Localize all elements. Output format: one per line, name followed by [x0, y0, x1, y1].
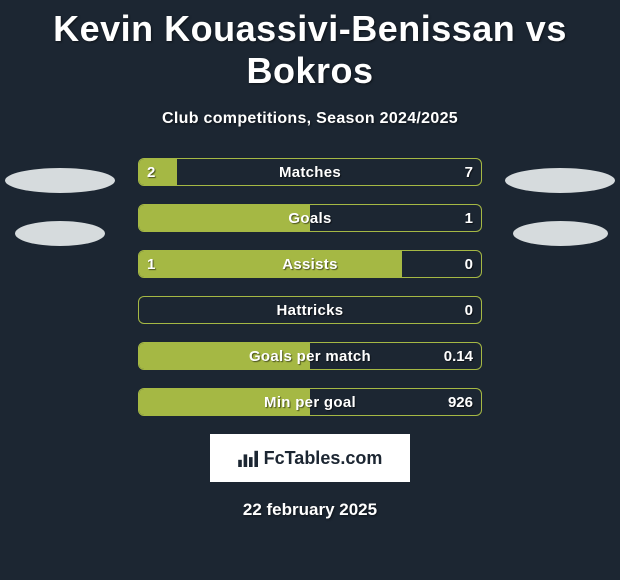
brand-badge: FcTables.com: [210, 434, 410, 482]
stat-bars: 27Matches 1Goals 10Assists 0Hattricks 0.14Go…: [138, 158, 482, 416]
player-left-avatar-1: [5, 168, 115, 193]
stat-row: 1Goals: [138, 204, 482, 232]
comparison-date: 22 february 2025: [0, 500, 620, 520]
stat-label: Goals: [139, 205, 481, 231]
player-right-avatar-2: [513, 221, 608, 246]
brand-label: FcTables.com: [264, 448, 383, 469]
player-right-avatar-1: [505, 168, 615, 193]
stat-label: Assists: [139, 251, 481, 277]
player-left-avatars: [0, 158, 120, 246]
stat-row: 0Hattricks: [138, 296, 482, 324]
player-right-avatars: [500, 158, 620, 246]
bar-chart-icon: [238, 449, 260, 467]
stat-row: 10Assists: [138, 250, 482, 278]
comparison-title: Kevin Kouassivi-Benissan vs Bokros: [0, 0, 620, 92]
player-left-avatar-2: [15, 221, 105, 246]
comparison-subtitle: Club competitions, Season 2024/2025: [0, 110, 620, 128]
comparison-content: 27Matches 1Goals 10Assists 0Hattricks 0.14Go…: [0, 158, 620, 416]
brand-text: FcTables.com: [238, 448, 383, 469]
stat-label: Hattricks: [139, 297, 481, 323]
stat-row: 27Matches: [138, 158, 482, 186]
stat-label: Matches: [139, 159, 481, 185]
stat-label: Goals per match: [139, 343, 481, 369]
stat-label: Min per goal: [139, 389, 481, 415]
stat-row: 926Min per goal: [138, 388, 482, 416]
stat-row: 0.14Goals per match: [138, 342, 482, 370]
